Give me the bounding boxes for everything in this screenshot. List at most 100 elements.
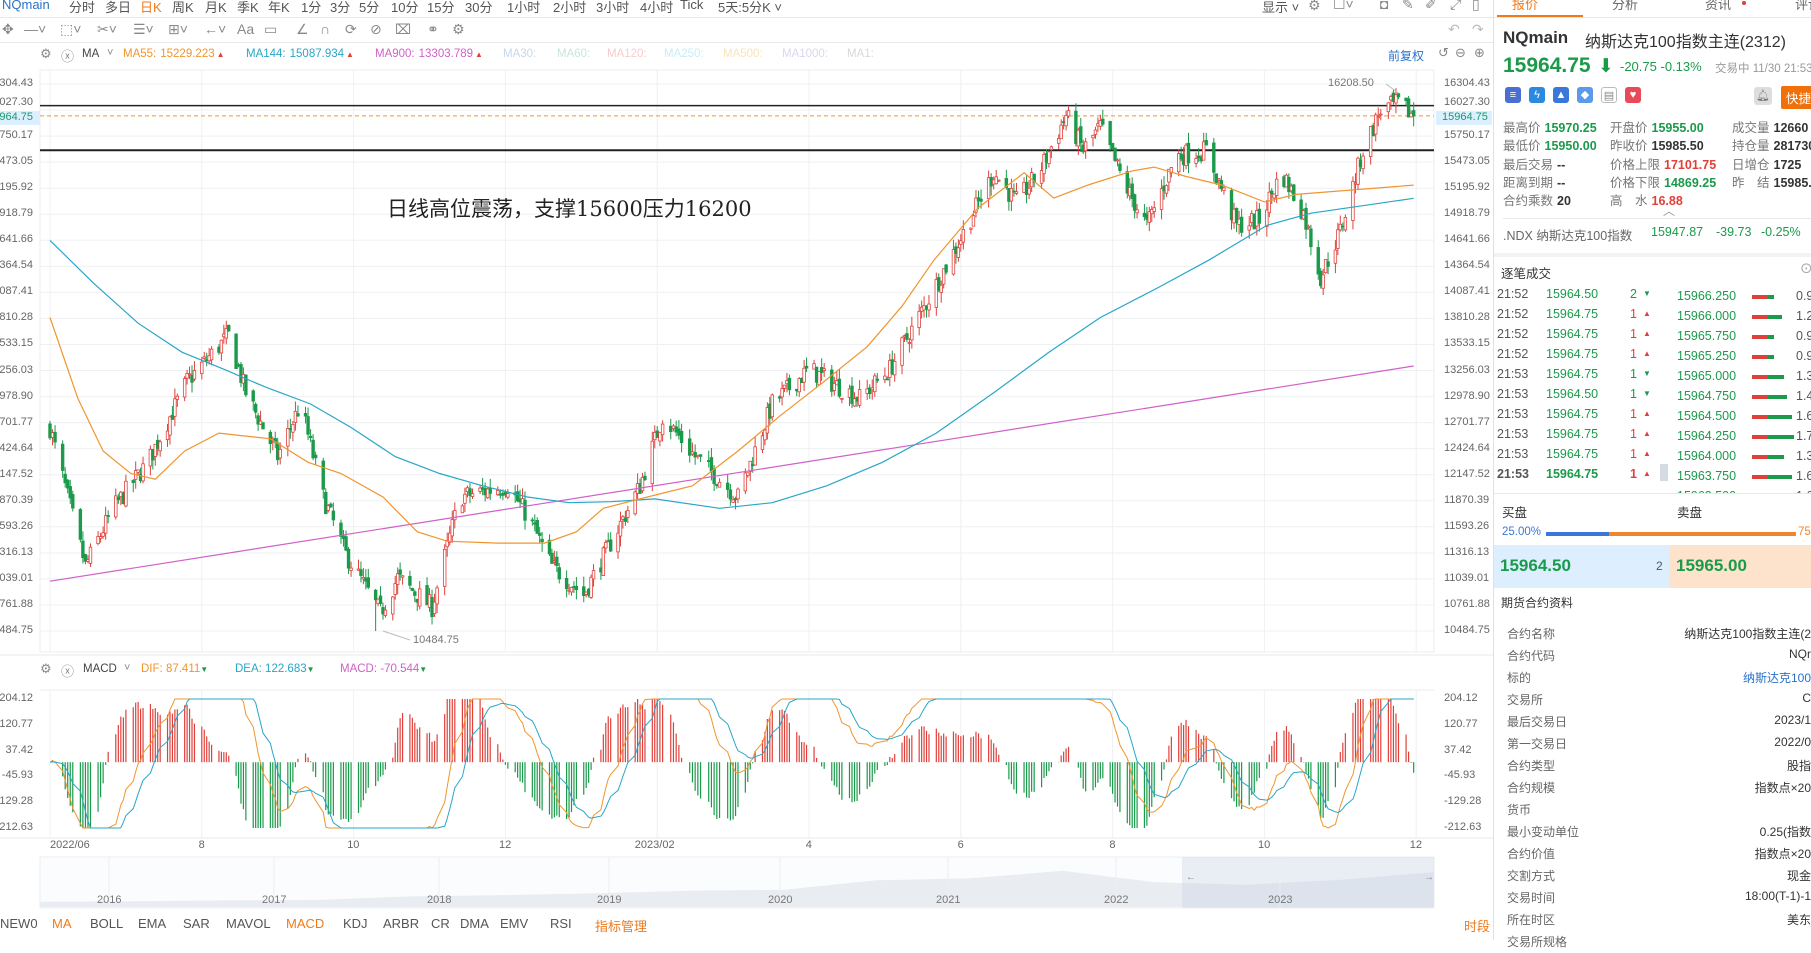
favorite-icon[interactable]: ♥ [1625,87,1641,103]
period-tab-4[interactable]: 月K [205,0,227,15]
cycle-tool-icon[interactable]: ⟳ [345,21,357,37]
move-icon[interactable]: ✥ [2,21,14,37]
ma-indicator-select[interactable]: MA [82,48,100,60]
period-tab-15[interactable]: 3小时 [596,0,630,15]
index-quote-row[interactable]: .NDX 纳斯达克100指数 15947.87 -39.73 -0.25% [1503,225,1801,243]
period-tab-1[interactable]: 多日 [105,0,132,15]
indicator-tab-mavol[interactable]: MAVOL [226,916,271,931]
screenshot-icon[interactable]: ◘ [1380,0,1389,12]
ticks-scrollbar[interactable] [1660,464,1668,481]
drawing-settings-icon[interactable]: ⚙ [452,21,465,37]
period-tab-5[interactable]: 季K [237,0,259,15]
indicator-tab-ema[interactable]: EMA [138,916,167,931]
period-tab-2[interactable]: 日K [140,0,162,15]
period-tab-7[interactable]: 1分 [301,0,322,15]
symbol-tab[interactable]: NQmain [2,0,50,12]
rect-tool-icon[interactable]: ⬚˅ [60,21,82,37]
quote-tab-2[interactable]: 资讯 [1705,0,1732,12]
collapse-caret-icon[interactable]: ︿ [1663,204,1676,218]
quote-tab-3[interactable]: 评论 [1795,0,1811,12]
ma-close-icon[interactable]: ⓧ [61,49,75,64]
delete-drawings-icon[interactable]: ⌧ [395,21,412,37]
best-bid[interactable]: 15964.50 2 [1494,545,1670,588]
layout-icon[interactable]: ☐˅ [1333,0,1354,12]
macd-indicator-select[interactable]: MACD [83,663,117,675]
contract-info-row[interactable]: 标的 纳斯达克100 [1507,671,1811,685]
quote-tab-1[interactable]: 分析 [1612,0,1639,12]
macd-settings-icon[interactable]: ⚙ [40,661,52,676]
indicator-tab-ma[interactable]: MA [52,916,72,931]
undo-icon[interactable]: ↶ [1448,21,1460,37]
chart-level-icon[interactable]: ▲ [1553,87,1569,103]
arc-tool-icon[interactable]: ∩ [320,21,331,37]
period-tab-9[interactable]: 5分 [359,0,380,15]
chevron-down-icon[interactable]: ˅ [124,662,131,674]
navigator-year-label: 2016 [97,894,121,906]
display-dropdown[interactable]: 显示 ˅ [1262,0,1300,15]
more-icon[interactable]: ⊙ [1800,260,1811,277]
adjust-button[interactable]: 前复权 [1388,49,1425,63]
indicator-tab-boll[interactable]: BOLL [90,916,124,931]
edit-icon[interactable]: ✎ [1402,0,1414,12]
quote-tab-0[interactable]: 报价 [1512,0,1539,12]
indicator-tab-sar[interactable]: SAR [183,916,210,931]
period-tab-16[interactable]: 4小时 [640,0,674,15]
period-tab-0[interactable]: 分时 [69,0,96,15]
period-tab-14[interactable]: 2小时 [553,0,587,15]
fib-tool-icon[interactable]: ✂˅ [97,21,117,37]
quick-trade-button[interactable]: 快捷 [1781,86,1811,109]
period-tab-10[interactable]: 10分 [391,0,419,15]
period-tab-6[interactable]: 年K [268,0,290,15]
chevron-down-icon[interactable]: ˅ [107,47,114,59]
indicator-tab-rsi[interactable]: RSI [550,916,572,931]
price-tick-label-left: 15750.17 [0,129,33,142]
line-tool-icon[interactable]: —˅ [24,21,47,37]
ma-settings-icon[interactable]: ⚙ [40,46,52,61]
indicator-tab-emv[interactable]: EMV [500,916,529,931]
period-tab-11[interactable]: 15分 [427,0,455,15]
chart-annotation[interactable]: 日线高位震荡，支撑15600压力16200 [387,197,752,221]
best-ask[interactable]: 15965.00 [1670,545,1811,588]
channel-tool-icon[interactable]: ☰˅ [133,21,154,37]
indicator-tab-cr[interactable]: CR [431,916,450,931]
indicator-tab-kdj[interactable]: KDJ [343,916,368,931]
indicator-tab-arbr[interactable]: ARBR [383,916,420,931]
note-tool-icon[interactable]: ▭ [264,21,278,37]
measure-tool-icon[interactable]: ⊞˅ [168,21,188,37]
pen-icon[interactable]: ✐ [1425,0,1437,12]
period-tab-3[interactable]: 周K [172,0,194,15]
hide-drawings-icon[interactable]: ⊘ [370,21,382,37]
text-tool-icon[interactable]: Aa [237,21,255,37]
period-tab-17[interactable]: Tick [680,0,704,12]
us-flag-icon[interactable]: ≡ [1505,87,1521,103]
zoom-out-icon[interactable]: ⊖ [1455,45,1466,60]
period-segment-button[interactable]: 时段 [1464,919,1491,934]
indicator-tab-dma[interactable]: DMA [460,916,489,931]
period-tab-13[interactable]: 1小时 [507,0,541,15]
lightning-icon[interactable]: ϟ [1529,87,1545,103]
depth-list[interactable]: 15966.250 0.9 15966.000 1.2 15965.750 0.9 1596… [1672,279,1811,493]
period-tab-18[interactable]: 5天:5分K ˅ [718,0,782,15]
indicator-tab-macd[interactable]: MACD [286,916,325,931]
angle-tool-icon[interactable]: ∠ [296,21,309,37]
arrow-tool-icon[interactable]: ←˅ [204,21,227,37]
period-tab-12[interactable]: 30分 [465,0,493,15]
fullscreen-icon[interactable]: ⤢ [1450,0,1462,12]
redo-icon[interactable]: ↷ [1472,21,1484,37]
document-icon[interactable]: ▤ [1601,87,1617,103]
alert-bell-icon[interactable]: 🔔︎ [1754,87,1772,105]
macd-close-icon[interactable]: ⓧ [61,664,75,679]
settings-icon[interactable]: ⚙ [1308,0,1321,13]
reset-icon[interactable]: ↺ [1438,45,1449,60]
sidebar-toggle-icon[interactable]: ▯ [1472,0,1480,12]
indicator-tab-指标管理[interactable]: 指标管理 [595,919,648,934]
indicator-tab-new0[interactable]: NEW0 [0,916,38,931]
tag-icon[interactable]: ◆ [1577,87,1593,103]
zoom-in-icon[interactable]: ⊕ [1474,45,1485,60]
link-icon[interactable]: ⚭ [427,21,439,37]
period-tab-8[interactable]: 3分 [330,0,351,15]
kline-chart[interactable]: 2016 2017 2018 2019 2020 2021 2022 2023 ← → [0,0,1493,915]
contract-info-row: 合约代码 NQr [1507,647,1811,663]
candle [1186,132,1191,174]
